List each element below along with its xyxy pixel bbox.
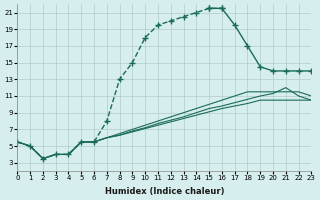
X-axis label: Humidex (Indice chaleur): Humidex (Indice chaleur)	[105, 187, 224, 196]
